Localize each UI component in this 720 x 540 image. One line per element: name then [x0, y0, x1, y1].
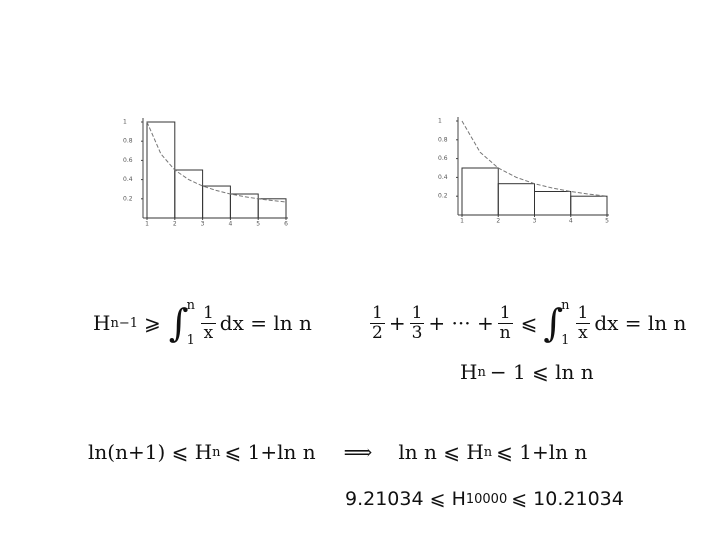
sub: n — [477, 364, 486, 380]
integral: ∫ n 1 — [169, 298, 195, 348]
sym: ln n ⩽ H — [398, 440, 484, 464]
sym: ∫ — [168, 301, 189, 345]
step-bar — [146, 121, 176, 219]
x-tick-label: 2 — [173, 221, 177, 228]
sym: − 1 ⩽ ln n — [489, 360, 594, 384]
y-tick-label: 0.6 — [438, 155, 448, 162]
sym: ⩽ 1+ln n — [224, 440, 316, 464]
num: 1 — [200, 302, 216, 324]
den: 2 — [372, 322, 383, 343]
arrow: ⟹ — [343, 440, 373, 464]
num: 1 — [370, 302, 385, 324]
sub: 10000 — [465, 491, 508, 507]
upper: n — [561, 298, 570, 313]
sym: H — [93, 311, 111, 335]
y-tick-label: 0.2 — [123, 195, 133, 202]
sym: dx = ln n — [219, 311, 312, 335]
curve — [146, 121, 287, 203]
upper: n — [186, 298, 195, 313]
lower: 1 — [561, 333, 570, 348]
step-bar — [257, 198, 287, 219]
num: 1 — [497, 302, 513, 324]
sub: n — [483, 444, 493, 460]
y-tick-label: 1 — [123, 119, 127, 126]
sym: + — [388, 311, 406, 335]
y-tick-label: 1 — [438, 118, 442, 125]
curve — [461, 120, 608, 197]
y-tick-label: 0.4 — [123, 176, 133, 183]
den: 3 — [411, 322, 423, 343]
x-tick-label: 4 — [569, 218, 573, 225]
den: n — [499, 322, 511, 343]
y-tick-label: 0.8 — [123, 138, 133, 145]
step-bar — [497, 183, 535, 216]
den: x — [203, 322, 214, 343]
step-bar — [174, 169, 204, 219]
num: 1 — [409, 302, 425, 324]
sym: dx = ln n — [594, 311, 687, 335]
step-bar — [229, 193, 259, 219]
sym: ⩾ — [144, 311, 161, 335]
sym: 9.21034 ⩽ H — [345, 488, 466, 510]
x-tick-label: 3 — [533, 218, 537, 225]
x-tick-label: 5 — [605, 218, 609, 225]
sym: ⩽ — [520, 311, 538, 335]
x-tick-label: 4 — [228, 221, 232, 228]
x-tick-label: 3 — [201, 221, 205, 228]
y-tick-label: 0.8 — [438, 136, 448, 143]
formula-5: 9.21034 ⩽ H 10000 ⩽ 10.21034 — [345, 488, 624, 510]
x-tick-label: 1 — [145, 221, 149, 228]
sub: n — [212, 444, 221, 460]
x-tick-label: 2 — [496, 218, 500, 225]
x-tick-label: 1 — [460, 218, 464, 225]
step-bar — [461, 167, 499, 216]
sym: ∫ — [543, 301, 564, 345]
num: 1 — [575, 302, 591, 324]
sym: H — [460, 360, 478, 384]
y-tick-label: 0.6 — [123, 157, 133, 164]
den: x — [578, 322, 588, 343]
y-tick-label: 0.2 — [438, 193, 448, 200]
sym: ⩽ 1+ln n — [496, 440, 588, 464]
y-tick-label: 0.4 — [438, 174, 448, 181]
sym: ⩽ 10.21034 — [511, 488, 624, 510]
sym: ln(n+1) ⩽ H — [88, 440, 213, 464]
sub: n−1 — [110, 315, 138, 331]
lower: 1 — [186, 333, 195, 348]
integral: ∫ n 1 — [543, 298, 569, 348]
x-tick-label: 5 — [256, 221, 260, 228]
step-bar — [534, 191, 572, 216]
x-tick-label: 6 — [284, 221, 288, 228]
sym: + ··· + — [428, 311, 494, 335]
step-bar — [570, 195, 608, 216]
